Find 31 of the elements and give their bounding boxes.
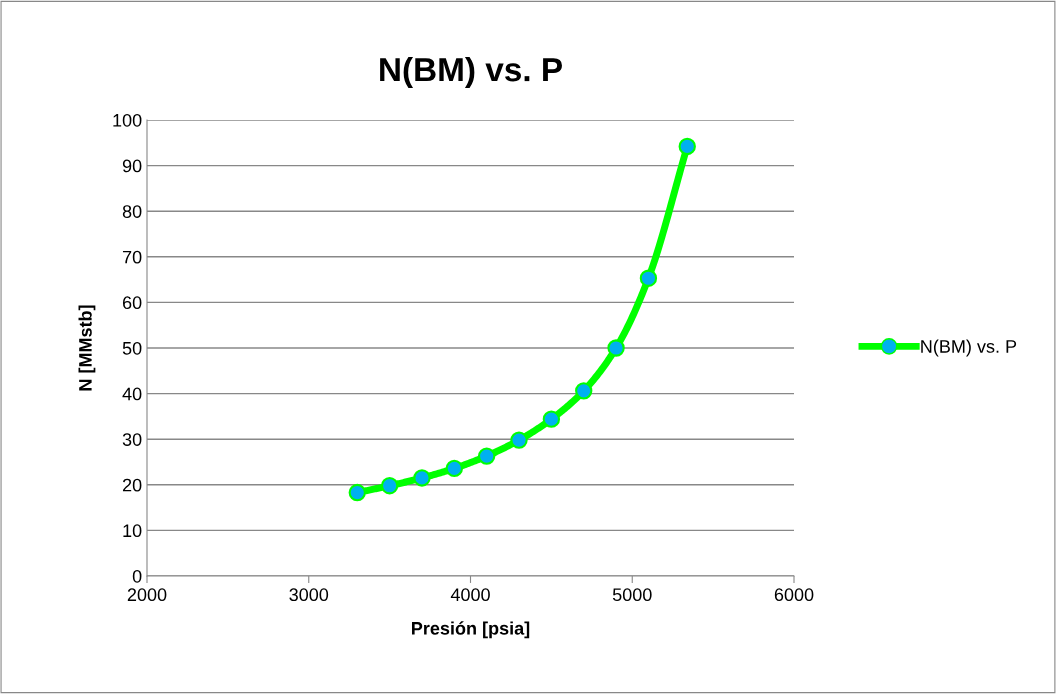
y-tick-label: 80 [122,205,142,218]
y-tick-label: 30 [122,433,142,446]
y-tick-label: 70 [122,250,142,264]
point [445,459,463,478]
point [542,410,561,428]
y-tick-label: 100 [113,113,142,127]
x-tick-label: 4000 [450,588,490,602]
point [639,269,658,287]
point [380,477,399,495]
point [348,483,366,502]
y-tick-label: 50 [122,341,142,355]
y-tick-label: 0 [132,569,142,583]
y-tick-label: 40 [122,387,142,401]
point [413,469,431,487]
point [478,447,496,465]
chart-title: N(BM) vs. P [380,56,562,89]
x-tick-label: 6000 [774,588,814,602]
point [510,431,528,449]
y-tick-label: 90 [122,159,142,173]
x-axis-title: Presión [psia] [412,621,530,639]
x-tick-label: 2000 [127,588,167,602]
y-tick-label: 10 [123,524,142,538]
x-tick-label: 5000 [612,588,652,602]
point [678,137,696,156]
x-tick-label: 3000 [289,588,329,602]
point [575,382,593,400]
y-axis-title: N [MMstb] [78,305,96,391]
y-tick-label: 20 [122,478,142,492]
point [607,339,625,357]
y-tick-label: 60 [122,296,142,310]
legend-label: N(BM) vs. P [921,339,1017,357]
